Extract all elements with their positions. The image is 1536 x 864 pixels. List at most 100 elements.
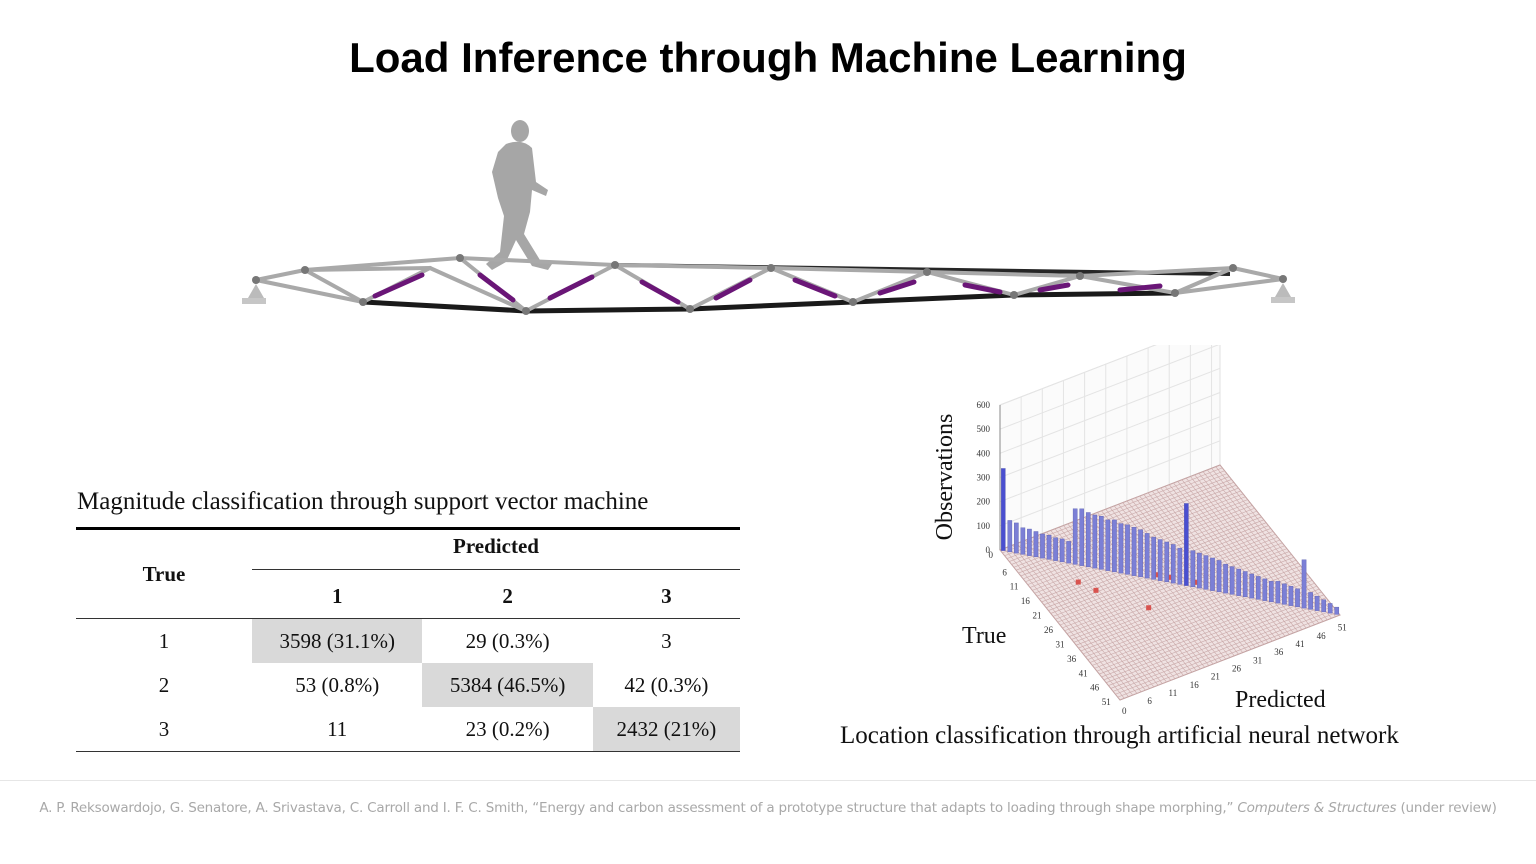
right-support-icon — [1271, 283, 1295, 303]
floor-gridline — [1108, 600, 1329, 686]
diagonal-bar — [1138, 529, 1143, 578]
diagonal-bar — [1020, 527, 1026, 555]
z-axis-title: Observations — [932, 414, 958, 541]
wall-gridline — [999, 367, 1221, 454]
floor-gridline — [1156, 489, 1277, 640]
true-header: True — [76, 528, 252, 619]
table-cell: 5384 (46.5%) — [422, 663, 593, 707]
diagonal-bar — [1027, 528, 1032, 556]
floor-gridline — [1062, 542, 1283, 629]
diagonal-bar — [1236, 568, 1241, 596]
diagonal-bar — [1242, 571, 1248, 598]
table-cell: 29 (0.3%) — [465, 628, 550, 653]
floor-gridline — [1122, 502, 1243, 653]
wall-gridline — [999, 345, 1157, 406]
floor-gridline — [1103, 594, 1324, 681]
floor-gridline — [1115, 608, 1336, 695]
diagonal-bar — [1099, 516, 1104, 570]
table-cell: 2432 (21%) — [592, 707, 740, 752]
diagonal-bar — [1275, 581, 1281, 604]
diagonal-bar — [1014, 522, 1019, 554]
floor-gridline — [1135, 497, 1256, 648]
diagonal-bar — [1118, 523, 1124, 574]
z-tick-label: 100 — [977, 521, 991, 531]
diagonal-bar — [1066, 541, 1071, 564]
row-label: 2 — [158, 672, 170, 697]
floor-gridline — [1117, 611, 1338, 698]
diagonal-bar — [1157, 539, 1163, 581]
floor-gridline — [1109, 507, 1231, 658]
wall-gridline — [999, 345, 1220, 430]
z-tick-label: 600 — [977, 400, 991, 410]
floor-gridline — [1110, 603, 1331, 689]
true-tick-label: 0 — [989, 550, 994, 560]
predicted-tick-label: 51 — [1338, 623, 1347, 633]
predicted-tick-label: 11 — [1169, 688, 1178, 698]
table-row: 1 3598 (31.1%) 29 (0.3%) 3 — [76, 618, 740, 663]
predicted-tick-label: 6 — [1147, 696, 1152, 706]
diagonal-bar — [1210, 557, 1215, 591]
diagonal-bar — [1053, 537, 1058, 561]
table-cell: 42 (0.3%) — [624, 672, 709, 697]
true-tick-label: 16 — [1021, 596, 1031, 606]
misclassified-point — [1146, 605, 1152, 611]
diagonal-bar — [1007, 520, 1013, 553]
true-tick-label: 21 — [1032, 611, 1041, 621]
ann-chart-caption: Location classification through artifici… — [840, 722, 1399, 749]
floor-gridline — [1119, 614, 1341, 701]
diagonal-bar — [1308, 592, 1313, 610]
predicted-tick-label: 21 — [1211, 672, 1220, 682]
true-tick-label: 41 — [1079, 668, 1088, 678]
diagonal-bar — [1112, 519, 1117, 573]
diagonal-bar — [1125, 524, 1130, 575]
floor-gridline — [1112, 606, 1334, 692]
diagonal-bar — [1105, 519, 1111, 571]
wall-gridline — [999, 440, 1221, 527]
true-tick-label: 26 — [1044, 625, 1054, 635]
floor-gridline — [1071, 554, 1292, 640]
citation: A. P. Reksowardojo, G. Senatore, A. Sriv… — [39, 800, 1497, 816]
diagonal-bar — [1295, 588, 1300, 608]
floor-gridline — [1078, 562, 1299, 649]
table-cell: 3598 (31.1%) — [252, 618, 423, 663]
z-tick-label: 400 — [977, 448, 991, 458]
z-tick-label: 300 — [977, 473, 991, 483]
predicted-tick-label: 31 — [1253, 655, 1262, 665]
diagonal-bar — [1334, 606, 1340, 615]
floor-gridline — [1215, 466, 1337, 617]
floor-gridline — [1064, 545, 1285, 632]
table-cell: 23 (0.2%) — [465, 716, 550, 741]
floor-gridline — [1101, 591, 1322, 678]
diagonal-bar — [1079, 508, 1085, 566]
predicted-tick-label: 41 — [1295, 639, 1304, 649]
table-cell: 3 — [661, 628, 672, 653]
floor-gridline — [1085, 571, 1306, 658]
diagonal-bar — [1033, 531, 1039, 558]
floor-gridline — [1194, 474, 1315, 625]
true-tick-label: 31 — [1056, 639, 1065, 649]
floor-gridline — [1106, 597, 1327, 683]
floor-gridline — [1096, 585, 1318, 672]
left-support-icon — [242, 284, 266, 304]
diagonal-bar — [1059, 538, 1065, 563]
diagonal-bar — [1249, 573, 1255, 599]
floor-gridline — [1073, 557, 1294, 643]
floor-gridline — [1173, 482, 1294, 634]
floor-gridline — [1066, 548, 1288, 634]
diagonal-bar — [1184, 503, 1189, 586]
floor-gridline — [1207, 469, 1328, 621]
diagonal-bar — [1203, 555, 1209, 590]
diagonal-bar — [1327, 603, 1333, 614]
misclassified-point — [1075, 579, 1081, 585]
diagonal-bar — [1282, 583, 1287, 605]
diagonal-bar — [1197, 552, 1202, 589]
diagonal-bar — [1072, 508, 1078, 565]
svm-table-caption: Magnitude classification through support… — [77, 488, 649, 515]
true-tick-label: 6 — [1002, 567, 1007, 577]
diagonal-bar — [1040, 533, 1045, 559]
ann-3d-bar-chart: 0100200300400500600061116212631364146510… — [932, 345, 1347, 715]
diagonal-bar — [1170, 544, 1176, 584]
true-tick-label: 46 — [1090, 683, 1100, 693]
diagonal-bar — [1321, 599, 1326, 613]
walking-person-figure — [486, 120, 552, 270]
